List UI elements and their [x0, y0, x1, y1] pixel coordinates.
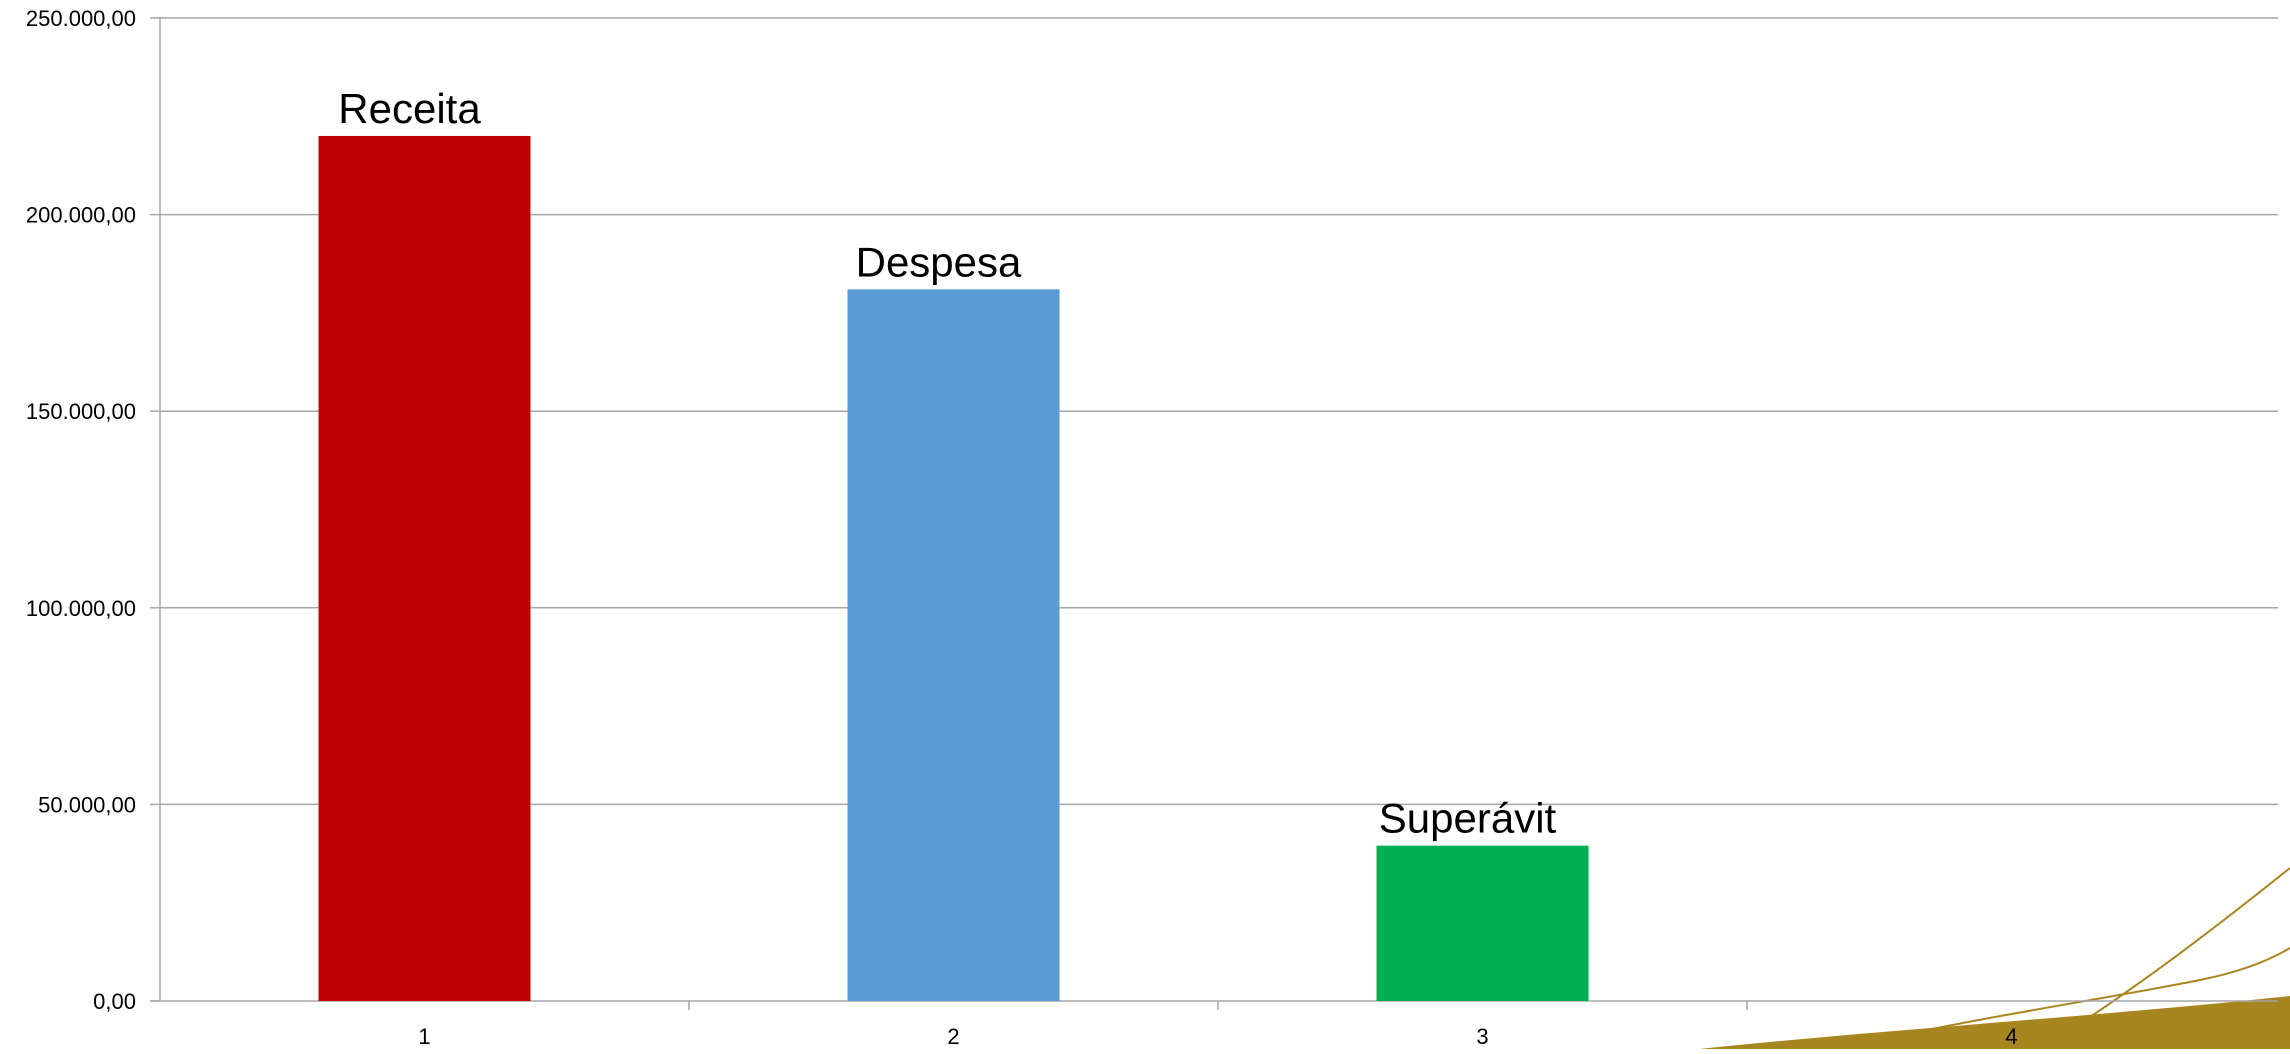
y-tick-label: 50.000,00	[38, 792, 136, 817]
labels: 0,00 50.000,00 100.000,00 150.000,00 200.000…	[26, 6, 2018, 1049]
swoosh-line-1	[1839, 947, 2290, 1050]
swoosh-line-2	[2039, 867, 2290, 1050]
data-label: Despesa	[856, 238, 1022, 285]
x-tick-label: 1	[418, 1024, 430, 1049]
swoosh-fill	[1700, 996, 2290, 1049]
y-tick-label: 250.000,00	[26, 6, 136, 31]
corner-swoosh-decoration	[1700, 867, 2290, 1050]
x-tick-label: 2	[947, 1024, 959, 1049]
data-label: Superávit	[1379, 795, 1557, 842]
x-tick-label: 3	[1476, 1024, 1488, 1049]
bar-1	[318, 135, 531, 1001]
y-tick-label: 0,00	[93, 989, 136, 1014]
y-tick-label: 200.000,00	[26, 203, 136, 228]
bars	[318, 135, 1589, 1002]
data-label: Receita	[338, 85, 481, 132]
y-tick-label: 100.000,00	[26, 596, 136, 621]
bar-3	[1376, 845, 1589, 1001]
y-tick-label: 150.000,00	[26, 399, 136, 424]
x-tick-label: 4	[2005, 1024, 2017, 1049]
bar-2	[847, 289, 1060, 1002]
